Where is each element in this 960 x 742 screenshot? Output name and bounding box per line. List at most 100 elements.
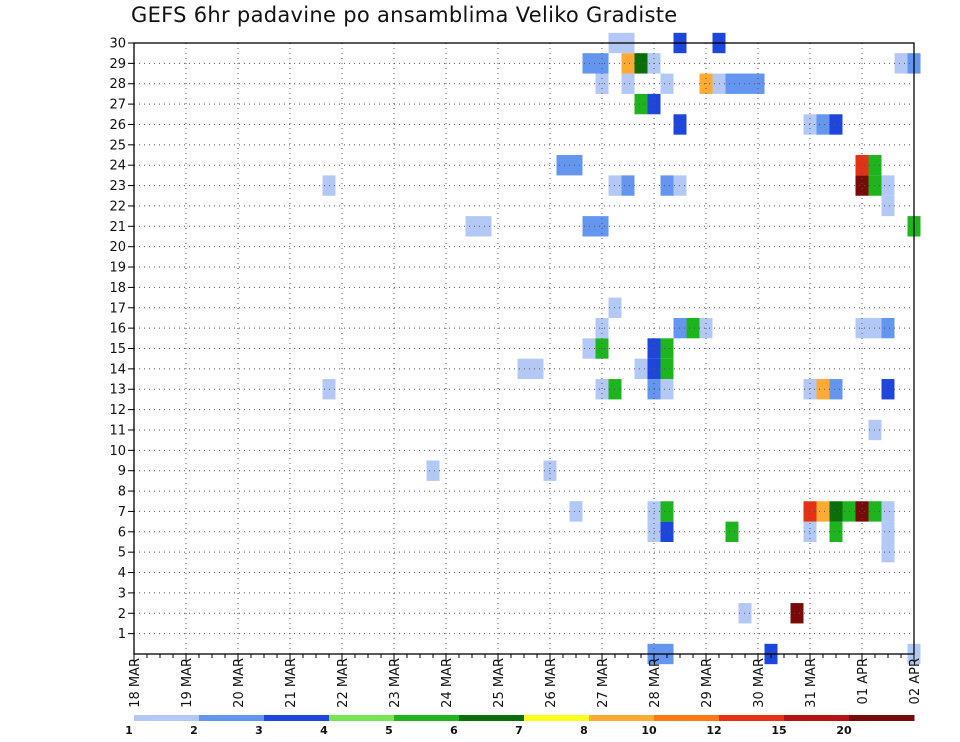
y-tick-label: 26	[109, 118, 126, 133]
legend-swatch	[134, 715, 200, 721]
data-cell	[634, 358, 648, 380]
y-tick-label: 1	[118, 627, 126, 642]
y-tick-label: 28	[109, 77, 126, 92]
chart-title: GEFS 6hr padavine po ansamblima Veliko G…	[131, 3, 678, 27]
y-tick-label: 3	[118, 586, 126, 601]
data-cell	[634, 53, 648, 74]
legend-label: 2	[190, 724, 198, 737]
y-tick-label: 8	[118, 485, 126, 500]
legend-label: 20	[836, 724, 852, 737]
y-tick-label: 5	[118, 546, 126, 561]
legend-swatch	[459, 715, 525, 721]
legend-label: 1	[125, 724, 133, 737]
data-cell	[660, 501, 674, 522]
y-tick-label: 11	[109, 423, 126, 438]
legend-swatch	[524, 715, 590, 721]
legend-swatch	[199, 715, 265, 721]
y-tick-label: 18	[109, 281, 126, 296]
data-cell	[660, 175, 674, 196]
data-cell	[790, 603, 804, 624]
x-tick-label: 23 MAR	[388, 658, 403, 708]
data-cell	[621, 73, 635, 94]
legend-label: 5	[385, 724, 393, 737]
legend-label: 8	[580, 724, 588, 737]
y-tick-label: 20	[109, 240, 126, 255]
legend-swatch	[394, 715, 460, 721]
y-tick-label: 22	[109, 199, 126, 214]
y-tick-label: 13	[109, 383, 126, 398]
data-cell	[894, 53, 908, 74]
data-cell	[881, 541, 895, 563]
data-cell	[881, 175, 895, 196]
y-tick-label: 4	[118, 566, 126, 581]
data-cell	[881, 501, 895, 522]
data-cell	[465, 216, 479, 237]
x-tick-label: 19 MAR	[180, 658, 195, 708]
legend-label: 7	[515, 724, 523, 737]
y-tick-label: 27	[109, 98, 126, 113]
y-tick-label: 17	[109, 301, 126, 316]
data-cell	[829, 501, 843, 522]
legend-swatch	[849, 715, 915, 721]
data-cell	[725, 521, 739, 542]
x-tick-label: 29 MAR	[700, 658, 715, 708]
y-tick-label: 7	[118, 505, 126, 520]
data-cell	[660, 358, 674, 380]
data-cell	[634, 93, 648, 115]
legend-label: 3	[255, 724, 263, 737]
data-cell	[855, 175, 869, 196]
y-tick-label: 2	[118, 607, 126, 622]
legend-label: 6	[450, 724, 458, 737]
data-cell	[855, 501, 869, 522]
x-tick-label: 27 MAR	[596, 658, 611, 708]
data-cell	[595, 379, 609, 400]
x-tick-label: 01 APR	[856, 658, 871, 704]
legend-swatch	[719, 715, 785, 721]
legend-swatch	[329, 715, 395, 721]
y-tick-label: 12	[109, 403, 126, 418]
data-cell	[530, 358, 544, 380]
data-cell	[829, 114, 843, 135]
x-tick-label: 31 MAR	[804, 658, 819, 708]
x-tick-label: 20 MAR	[232, 658, 247, 708]
x-tick-label: 22 MAR	[336, 658, 351, 708]
data-cell	[829, 379, 843, 400]
data-cell	[725, 73, 739, 94]
y-tick-label: 21	[109, 220, 126, 235]
y-tick-label: 24	[109, 159, 126, 174]
y-tick-label: 6	[118, 525, 126, 540]
data-cell	[595, 216, 609, 237]
y-tick-label: 14	[109, 362, 126, 377]
legend-swatch	[264, 715, 330, 721]
legend-swatch	[784, 715, 850, 721]
data-cell	[660, 379, 674, 400]
legend-label: 4	[320, 724, 328, 737]
data-cell	[829, 521, 843, 542]
y-tick-label: 9	[118, 464, 126, 479]
data-cell	[816, 114, 830, 135]
data-cell	[660, 73, 674, 94]
legend-label: 15	[771, 724, 786, 737]
x-tick-label: 28 MAR	[648, 658, 663, 708]
data-cell	[881, 521, 895, 542]
y-tick-label: 15	[109, 342, 126, 357]
y-tick-label: 25	[109, 138, 126, 153]
x-tick-label: 18 MAR	[128, 658, 143, 708]
legend-swatch	[654, 715, 720, 721]
y-tick-label: 23	[109, 179, 126, 194]
x-tick-label: 26 MAR	[544, 658, 559, 708]
x-tick-label: 30 MAR	[752, 658, 767, 708]
data-cell	[569, 155, 583, 176]
data-cell	[426, 460, 440, 481]
data-cell	[881, 195, 895, 217]
data-cell	[660, 338, 674, 359]
data-cell	[556, 155, 570, 176]
data-cell	[621, 53, 635, 74]
y-tick-label: 10	[109, 444, 126, 459]
x-tick-label: 25 MAR	[492, 658, 507, 708]
legend-label: 12	[706, 724, 721, 737]
data-cell	[816, 501, 830, 522]
legend-label: 10	[641, 724, 657, 737]
x-tick-label: 02 APR	[908, 658, 923, 704]
